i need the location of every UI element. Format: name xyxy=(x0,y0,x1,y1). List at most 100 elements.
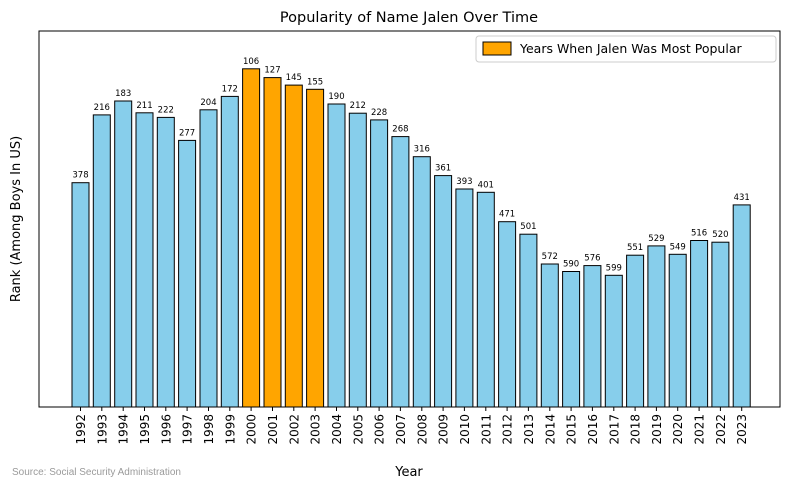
data-label-2009: 361 xyxy=(435,164,451,174)
data-label-2000: 106 xyxy=(243,57,259,67)
bar-2016 xyxy=(583,265,602,408)
x-tick-label-2022: 2022 xyxy=(714,414,728,445)
data-label-1995: 211 xyxy=(136,101,152,111)
data-label-2020: 549 xyxy=(670,242,686,252)
bar-1995 xyxy=(135,112,154,408)
bar-2007 xyxy=(391,136,410,408)
x-tick-label-2002: 2002 xyxy=(287,414,301,445)
x-axis-label: Year xyxy=(394,465,423,480)
legend-frame xyxy=(475,35,777,63)
data-label-1999: 172 xyxy=(222,84,238,94)
legend: Years When Jalen Was Most Popular xyxy=(475,35,777,63)
data-label-2012: 471 xyxy=(499,210,515,220)
bar-2013 xyxy=(519,233,538,408)
x-tick-label-2021: 2021 xyxy=(693,414,707,445)
chart-title: Popularity of Name Jalen Over Time xyxy=(280,10,538,26)
data-label-2015: 590 xyxy=(563,260,579,270)
bar-1999 xyxy=(220,95,239,408)
x-tick-label-2004: 2004 xyxy=(330,414,344,445)
x-tick-label-2012: 2012 xyxy=(501,414,515,445)
bar-2008 xyxy=(412,156,431,408)
bar-2010 xyxy=(455,188,474,408)
x-tick-label-2014: 2014 xyxy=(543,414,557,445)
data-label-2008: 316 xyxy=(414,145,430,155)
bar-2023 xyxy=(732,204,751,408)
x-tick-label-2006: 2006 xyxy=(373,414,387,445)
data-label-2023: 431 xyxy=(734,193,750,203)
data-label-2022: 520 xyxy=(712,230,728,240)
x-tick-label-2003: 2003 xyxy=(309,414,323,445)
data-label-2010: 393 xyxy=(456,177,472,187)
plot-area-frame xyxy=(38,30,781,408)
x-tick-label-1995: 1995 xyxy=(138,414,152,445)
data-label-2007: 268 xyxy=(392,125,408,135)
x-tick-label-2017: 2017 xyxy=(607,414,621,445)
x-tick-label-1998: 1998 xyxy=(202,414,216,445)
data-label-2021: 516 xyxy=(691,229,707,239)
data-label-1993: 216 xyxy=(94,103,110,113)
x-tick-label-2005: 2005 xyxy=(351,414,365,445)
bar-2019 xyxy=(647,245,666,408)
bar-2011 xyxy=(476,191,495,408)
data-label-2016: 576 xyxy=(584,254,600,264)
x-tick-label-2010: 2010 xyxy=(458,414,472,445)
bar-1994 xyxy=(114,100,133,408)
x-tick-label-1994: 1994 xyxy=(117,414,131,445)
bars-group: 378 216 183 211 222 277 204 172 106 127 145 155 190 2… xyxy=(71,57,751,408)
bar-2017 xyxy=(604,274,623,408)
x-tick-label-2000: 2000 xyxy=(245,414,259,445)
data-label-2003: 155 xyxy=(307,77,323,87)
data-label-2011: 401 xyxy=(478,180,494,190)
x-tick-label-1992: 1992 xyxy=(74,414,88,445)
x-tick-label-2013: 2013 xyxy=(522,414,536,445)
x-tick-label-2015: 2015 xyxy=(565,414,579,445)
data-label-2019: 529 xyxy=(648,234,664,244)
x-tick-label-2011: 2011 xyxy=(479,414,493,445)
bar-2014 xyxy=(540,263,559,408)
data-label-1994: 183 xyxy=(115,89,131,99)
data-label-1996: 222 xyxy=(158,105,174,115)
y-axis-label: Rank (Among Boys In US) xyxy=(9,136,24,302)
bar-2012 xyxy=(498,221,517,408)
x-tick-label-1997: 1997 xyxy=(181,414,195,445)
bar-2022 xyxy=(711,241,730,408)
bar-2000 xyxy=(242,68,261,408)
data-label-2002: 145 xyxy=(286,73,302,83)
data-label-2001: 127 xyxy=(264,66,280,76)
source-note: Source: Social Security Administration xyxy=(12,467,181,478)
x-tick-label-1993: 1993 xyxy=(95,414,109,445)
x-tick-label-2023: 2023 xyxy=(735,414,749,445)
bar-2005 xyxy=(348,112,367,408)
x-tick-label-2008: 2008 xyxy=(415,414,429,445)
bar-2001 xyxy=(263,77,282,408)
x-ticks-group: 1992 1993 1994 1995 1996 1997 1998 1999 2000 2001… xyxy=(74,407,749,445)
data-label-2018: 551 xyxy=(627,243,643,253)
bar-1996 xyxy=(156,116,175,408)
bar-2015 xyxy=(562,271,581,408)
x-tick-label-2009: 2009 xyxy=(437,414,451,445)
bar-1993 xyxy=(92,114,111,408)
data-label-1998: 204 xyxy=(200,98,216,108)
data-label-2004: 190 xyxy=(328,92,344,102)
legend-swatch xyxy=(482,41,512,56)
bar-2004 xyxy=(327,103,346,408)
bar-1998 xyxy=(199,109,218,408)
x-tick-label-1996: 1996 xyxy=(159,414,173,445)
bar-2018 xyxy=(626,254,645,408)
x-tick-label-2020: 2020 xyxy=(671,414,685,445)
data-label-1997: 277 xyxy=(179,128,195,138)
x-tick-label-2001: 2001 xyxy=(266,414,280,445)
x-tick-label-2016: 2016 xyxy=(586,414,600,445)
bar-2020 xyxy=(668,253,687,408)
bar-2009 xyxy=(434,175,453,408)
data-label-2017: 599 xyxy=(606,263,622,273)
x-tick-label-2019: 2019 xyxy=(650,414,664,445)
legend-label: Years When Jalen Was Most Popular xyxy=(519,41,742,56)
x-tick-label-1999: 1999 xyxy=(223,414,237,445)
data-label-2014: 572 xyxy=(542,252,558,262)
bar-2021 xyxy=(690,240,709,408)
bar-2003 xyxy=(306,88,325,408)
data-label-2013: 501 xyxy=(520,222,536,232)
data-label-2006: 228 xyxy=(371,108,387,118)
